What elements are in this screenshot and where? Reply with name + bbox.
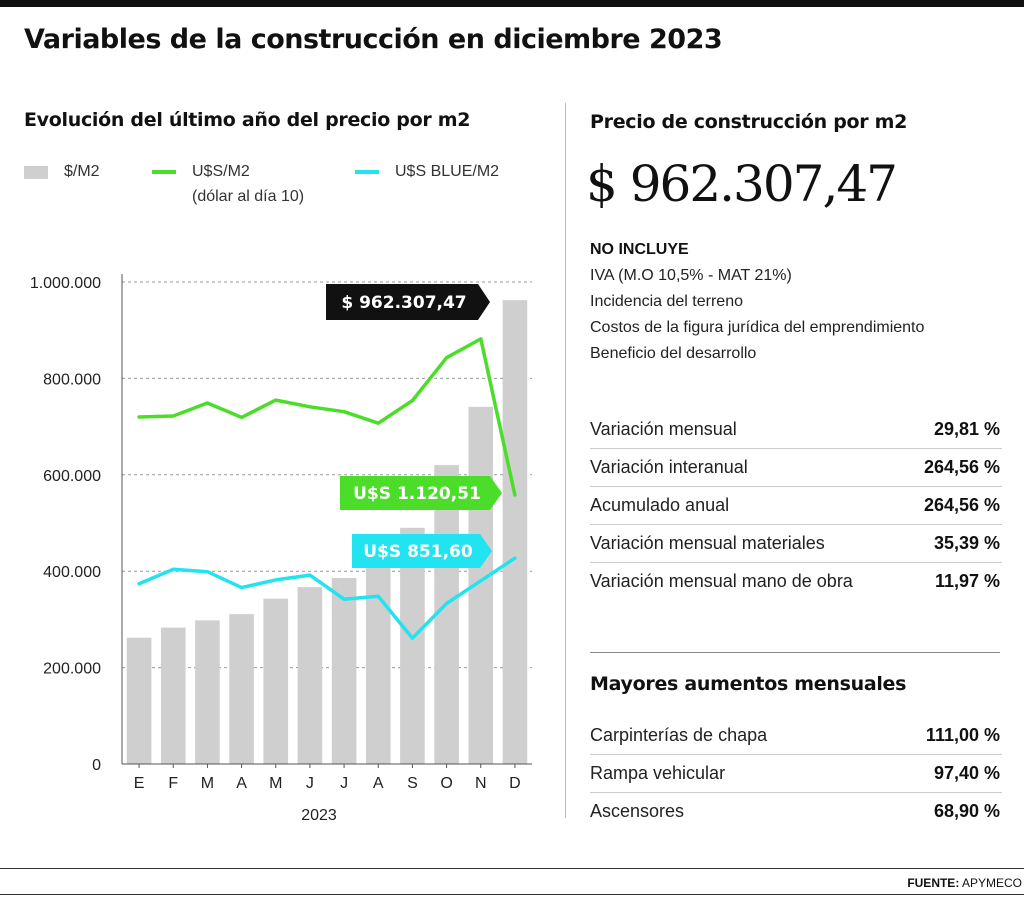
x-tick-label: N <box>475 775 487 792</box>
mayores-value: 68,90 % <box>933 801 1000 821</box>
stat-label: Variación interanual <box>590 457 748 477</box>
x-tick-label: J <box>306 775 314 792</box>
callout-box <box>352 534 492 568</box>
panel-divider <box>565 103 566 818</box>
source-value: APYMECO <box>961 876 1022 890</box>
x-tick-label: M <box>269 775 282 792</box>
callout-label: U$S 1.120,51 <box>353 484 481 504</box>
price-chart: 0 200.000 400.000 600.000 800.000 1.000.000 E F… <box>30 274 532 824</box>
stat-row: Variación mensual mano de obra 11,97 % <box>590 563 1002 601</box>
mayores-label: Ascensores <box>590 801 685 821</box>
y-tick-label: 400.000 <box>43 564 101 581</box>
chart-subtitle: Evolución del último año del precio por … <box>24 109 471 131</box>
bar <box>160 627 186 764</box>
mayores-label: Carpinterías de chapa <box>590 725 768 745</box>
bar <box>331 577 357 764</box>
bar <box>365 561 391 764</box>
y-tick-label: 600.000 <box>43 468 101 485</box>
footer-rule-bottom <box>0 894 1024 895</box>
x-tick-label: A <box>373 775 384 792</box>
bar <box>126 637 152 764</box>
legend-label-blue: U$S BLUE/M2 <box>395 163 500 180</box>
callout-label: $ 962.307,47 <box>341 293 466 313</box>
y-tick-label: 0 <box>92 757 101 774</box>
mayores-row: Carpinterías de chapa 111,00 % <box>590 717 1002 755</box>
x-tick-label: S <box>407 775 418 792</box>
mayores-row: Rampa vehicular 97,40 % <box>590 755 1002 793</box>
stat-label: Variación mensual mano de obra <box>590 571 853 591</box>
stat-value: 29,81 % <box>933 419 1000 439</box>
mayores-title: Mayores aumentos mensuales <box>590 673 907 695</box>
legend-swatch-usd <box>152 170 176 174</box>
stat-row: Variación interanual 264,56 % <box>590 449 1002 487</box>
legend-swatch-blue <box>355 170 379 174</box>
stat-row: Acumulado anual 264,56 % <box>590 487 1002 525</box>
x-axis-label: 2023 <box>301 807 337 824</box>
mayores-row: Ascensores 68,90 % <box>590 793 1002 831</box>
no-incluye-item: Costos de la figura jurídica del emprend… <box>590 319 925 336</box>
bar <box>229 614 254 764</box>
bar-layer <box>126 300 528 764</box>
stat-label: Acumulado anual <box>590 495 730 515</box>
x-tick-label: J <box>340 775 348 792</box>
x-tick-label: F <box>168 775 178 792</box>
x-tick-label: E <box>134 775 145 792</box>
stat-row: Variación mensual materiales 35,39 % <box>590 525 1002 563</box>
section-divider <box>590 652 1000 653</box>
no-incluye-item: Incidencia del terreno <box>590 293 743 310</box>
bar <box>195 620 220 764</box>
no-incluye-item: IVA (M.O 10,5% - MAT 21%) <box>590 267 792 284</box>
x-tick-label: A <box>236 775 247 792</box>
price-subtitle: Precio de construcción por m2 <box>590 111 908 133</box>
legend-label-usd-sub: (dólar al día 10) <box>192 188 305 205</box>
bar <box>434 465 459 764</box>
y-tick-label: 200.000 <box>43 661 101 678</box>
x-tick-label: D <box>509 775 521 792</box>
footer-rule <box>0 868 1024 869</box>
stat-value: 264,56 % <box>923 457 1000 477</box>
source-credit: FUENTE: APYMECO <box>907 876 1022 890</box>
axis-layer: 0 200.000 400.000 600.000 800.000 1.000.000 E F… <box>30 274 532 824</box>
line-layer <box>137 337 517 640</box>
series-line <box>137 556 517 640</box>
stat-value: 264,56 % <box>923 495 1000 515</box>
no-incluye-title: NO INCLUYE <box>590 241 689 258</box>
legend-label-pesos: $/M2 <box>64 163 100 180</box>
stat-value: 11,97 % <box>934 571 1000 591</box>
callout-box <box>340 476 502 510</box>
y-tick-label: 1.000.000 <box>30 275 101 292</box>
bar <box>263 598 289 764</box>
big-price: $ 962.307,47 <box>586 155 898 213</box>
callout-label: U$S 851,60 <box>363 542 473 562</box>
stat-label: Variación mensual <box>590 419 737 439</box>
source-label: FUENTE: <box>907 876 960 890</box>
top-rule <box>0 0 1024 7</box>
legend-swatch-pesos <box>24 166 48 179</box>
legend-label-usd: U$S/M2 <box>192 163 250 180</box>
stat-row: Variación mensual 29,81 % <box>590 411 1002 449</box>
mayores-label: Rampa vehicular <box>590 763 726 783</box>
x-tick-label: O <box>440 775 452 792</box>
series-line <box>137 337 517 497</box>
y-tick-label: 800.000 <box>43 371 101 388</box>
stat-label: Variación mensual materiales <box>590 533 825 553</box>
x-tick-label: M <box>201 775 214 792</box>
stat-value: 35,39 % <box>933 533 1000 553</box>
mayores-value: 111,00 % <box>925 725 1000 745</box>
no-incluye-item: Beneficio del desarrollo <box>590 345 757 362</box>
callout-box <box>326 284 490 320</box>
page-title: Variables de la construcción en diciembr… <box>24 24 723 55</box>
mayores-value: 97,40 % <box>933 763 1000 783</box>
bar <box>297 587 323 764</box>
callout-layer: $ 962.307,47 U$S 1.120,51 U$S 851,60 <box>326 284 502 568</box>
bar <box>502 300 528 764</box>
